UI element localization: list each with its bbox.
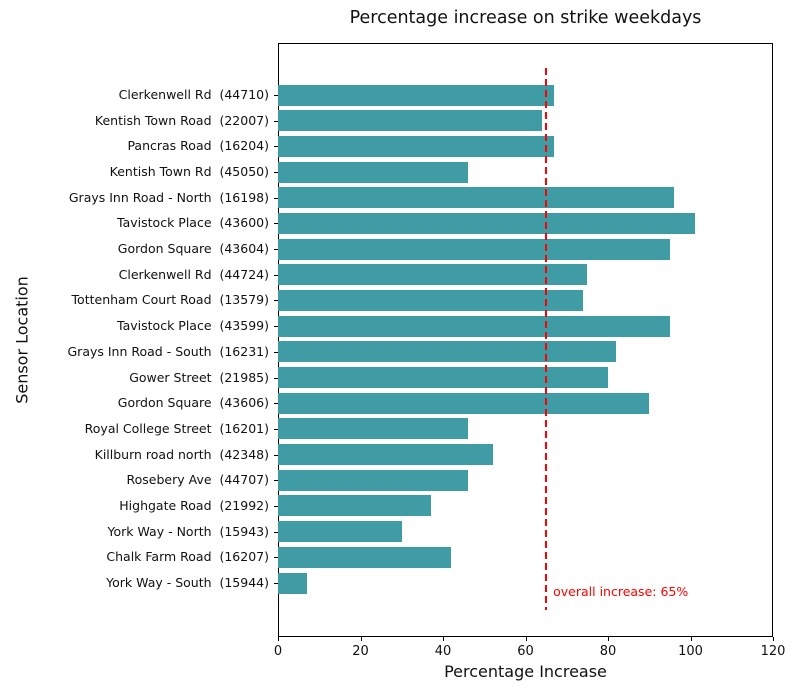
bar-14 [278, 444, 493, 466]
bar-2 [278, 135, 555, 157]
ytick-mark-17 [274, 531, 278, 533]
xtick-mark-0 [278, 637, 279, 641]
ytick-mark-18 [274, 557, 278, 559]
ytick-label-7: Clerkenwell Rd (44724) [118, 266, 269, 282]
ytick-label-19: York Way - South (15944) [106, 575, 269, 590]
ytick-label-16: Highgate Road (21992) [119, 497, 269, 513]
ytick-label-5: Tavistock Place (43600) [117, 215, 269, 231]
ytick-label-2: Pancras Road (16204) [127, 138, 269, 154]
xtick-label-4: 80 [599, 644, 617, 659]
ytick-mark-3 [274, 172, 278, 174]
xtick-mark-2 [443, 637, 444, 641]
xtick-label-0: 0 [273, 644, 283, 659]
ytick-mark-11 [274, 377, 278, 379]
bar-12 [278, 392, 650, 414]
bar-0 [278, 84, 555, 106]
xtick-label-1: 20 [352, 644, 369, 659]
ytick-mark-13 [274, 428, 278, 430]
reference-line-label: overall increase: 65% [553, 584, 689, 599]
xtick-label-6: 120 [760, 644, 786, 659]
xtick-mark-1 [360, 637, 362, 641]
ytick-label-14: Killburn road north (42348) [94, 446, 269, 462]
ytick-label-8: Tottenham Court Road (13579) [71, 292, 269, 308]
ytick-mark-8 [274, 300, 278, 302]
ytick-label-18: Chalk Farm Road (16207) [106, 549, 269, 565]
ytick-label-11: Gower Street (21985) [129, 369, 269, 385]
ytick-label-4: Grays Inn Road - North (16198) [68, 189, 269, 205]
bar-17 [278, 521, 402, 543]
xtick-mark-5 [690, 637, 692, 641]
ytick-mark-16 [274, 505, 278, 507]
xtick-label-2: 40 [434, 644, 452, 659]
chart-title: Percentage increase on strike weekdays [349, 8, 702, 28]
ytick-label-17: York Way - North (15943) [107, 523, 269, 539]
ytick-mark-14 [274, 454, 278, 456]
ytick-label-12: Gordon Square (43606) [117, 395, 269, 411]
xtick-mark-6 [773, 637, 774, 641]
x-axis-label: Percentage Increase [444, 662, 607, 681]
ytick-mark-0 [274, 95, 278, 96]
bar-16 [278, 495, 431, 517]
bar-13 [278, 418, 468, 440]
ytick-mark-10 [274, 351, 278, 353]
bar-7 [278, 264, 588, 286]
xtick-label-3: 60 [517, 644, 534, 659]
ytick-mark-19 [274, 583, 278, 584]
ytick-label-15: Rosebery Ave (44707) [126, 472, 269, 488]
y-axis-label: Sensor Location [12, 276, 32, 404]
bar-1 [278, 110, 542, 132]
ytick-label-9: Tavistock Place (43599) [117, 318, 269, 334]
bar-10 [278, 341, 617, 363]
bar-5 [278, 212, 695, 234]
ytick-mark-2 [274, 146, 278, 148]
bar-3 [278, 161, 468, 183]
bar-15 [278, 469, 468, 491]
ytick-label-6: Gordon Square (43604) [117, 241, 269, 257]
bar-19 [278, 572, 307, 594]
ytick-mark-12 [274, 403, 278, 405]
ytick-label-13: Royal College Street (16201) [84, 420, 269, 436]
ytick-mark-7 [274, 274, 278, 276]
ytick-label-10: Grays Inn Road - South (16231) [67, 343, 270, 359]
ytick-mark-4 [274, 197, 278, 199]
reference-line [545, 68, 548, 610]
ytick-mark-1 [274, 120, 278, 122]
ytick-label-1: Kentish Town Road (22007) [94, 112, 269, 128]
bar-4 [278, 187, 674, 209]
bar-9 [278, 315, 670, 337]
bar-6 [278, 238, 670, 260]
xtick-mark-4 [608, 637, 609, 641]
ytick-label-0: Clerkenwell Rd (44710) [118, 87, 269, 102]
xtick-label-5: 100 [678, 644, 703, 659]
ytick-mark-6 [274, 249, 278, 251]
ytick-label-3: Kentish Town Rd (45050) [109, 164, 269, 180]
xtick-mark-3 [525, 637, 527, 641]
bar-8 [278, 289, 584, 311]
ytick-mark-15 [274, 480, 278, 482]
bar-18 [278, 546, 452, 568]
ytick-mark-5 [274, 223, 278, 225]
bar-11 [278, 367, 608, 389]
ytick-mark-9 [274, 326, 278, 328]
